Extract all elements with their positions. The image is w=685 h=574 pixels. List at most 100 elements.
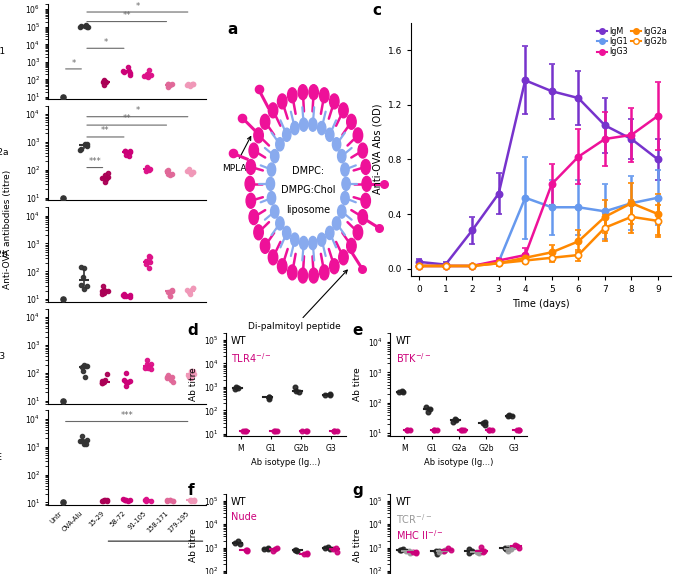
Point [187,284,198,293]
Text: Nude: Nude [231,512,257,522]
Text: *: * [135,106,140,115]
Point [119,147,130,156]
Point [185,168,196,177]
Point [421,403,432,412]
Point [268,546,279,556]
Point [99,77,110,87]
Circle shape [277,94,287,109]
Point [146,70,157,79]
Circle shape [299,236,308,250]
Point [121,495,132,505]
Point [99,80,110,90]
Circle shape [298,268,308,283]
Point [186,495,197,505]
Text: TLR4$^{-/-}$: TLR4$^{-/-}$ [231,351,272,365]
Point [80,440,91,449]
Point [118,67,129,76]
Point [102,168,113,177]
Text: MHC II$^{-/-}$: MHC II$^{-/-}$ [396,528,444,541]
Point [328,426,339,436]
Legend: IgM, IgG1, IgG3, IgG2a, IgG2b: IgM, IgG1, IgG3, IgG2a, IgG2b [597,27,667,56]
Point [449,414,460,424]
Point [186,169,197,179]
Point [301,427,312,436]
X-axis label: Ab isotype (Ig...): Ab isotype (Ig...) [251,459,321,467]
Point [125,147,136,156]
Point [144,251,155,261]
Circle shape [358,143,367,158]
Point [145,164,156,173]
Point [432,425,443,435]
Point [122,497,133,506]
Point [123,66,134,75]
Point [125,377,136,386]
Point [119,495,130,505]
Point [183,288,194,297]
Point [165,286,176,296]
Point [290,382,301,391]
Point [163,82,174,91]
Point [264,394,275,403]
Circle shape [249,210,258,224]
Point [162,80,173,90]
Point [188,168,199,177]
Point [188,497,199,506]
Point [182,80,192,90]
Circle shape [361,193,371,208]
Point [290,545,301,554]
Text: **: ** [123,114,131,123]
Point [82,436,93,445]
Point [166,169,177,179]
Point [509,541,520,550]
Point [162,495,173,505]
Text: f: f [188,483,195,498]
Point [99,177,110,187]
Point [75,262,86,272]
Point [379,179,390,188]
Point [325,544,336,553]
Point [323,542,334,551]
Text: ***: *** [121,411,133,420]
Circle shape [267,163,275,176]
Point [82,22,92,32]
Circle shape [290,233,299,246]
Text: **: ** [101,126,110,135]
Y-axis label: Ab titre: Ab titre [189,368,198,401]
Point [264,393,275,402]
Text: d: d [188,323,199,338]
Point [272,543,283,552]
Point [166,286,177,295]
Text: Di-palmitoyl peptide: Di-palmitoyl peptide [248,270,347,331]
Point [140,259,151,269]
Point [410,548,421,557]
Circle shape [347,114,356,129]
Point [146,359,157,369]
Point [102,369,113,378]
Point [230,538,241,548]
Point [450,415,461,424]
Point [145,496,156,505]
Y-axis label: Ab titre: Ab titre [353,368,362,401]
Circle shape [341,192,349,205]
Point [239,427,250,436]
Point [141,162,152,172]
Point [75,145,86,154]
Point [118,494,129,503]
Text: a: a [227,22,238,37]
Text: e: e [352,323,362,338]
Point [187,283,198,292]
Point [320,390,331,400]
Point [507,411,518,420]
Point [502,543,513,552]
Circle shape [245,176,255,191]
Point [187,80,198,89]
Circle shape [362,176,371,191]
Point [402,425,413,435]
Point [483,425,494,434]
Circle shape [260,238,270,253]
Point [184,373,195,382]
Point [479,417,490,426]
Point [142,356,153,365]
Point [161,373,172,382]
Point [397,387,408,396]
